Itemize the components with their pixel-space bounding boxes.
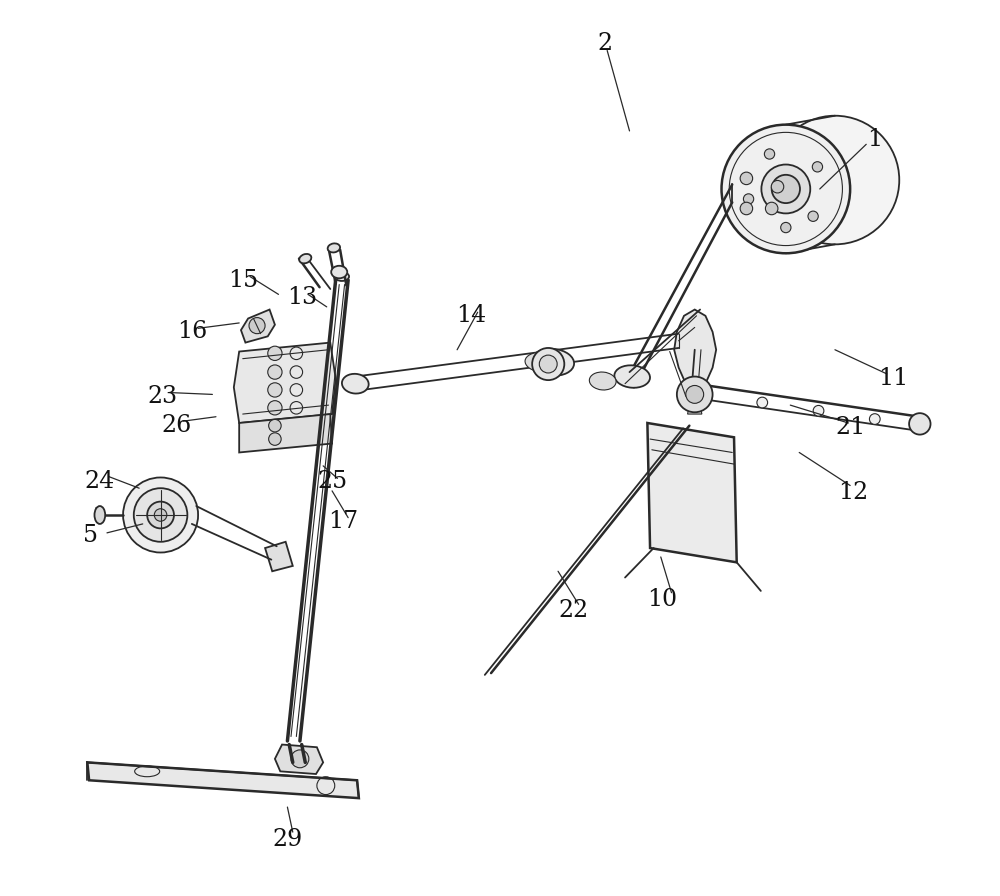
- Text: 14: 14: [456, 305, 487, 327]
- Text: 24: 24: [85, 470, 115, 494]
- Circle shape: [740, 172, 753, 185]
- Polygon shape: [688, 405, 702, 414]
- Circle shape: [761, 165, 810, 213]
- Polygon shape: [275, 745, 323, 774]
- Circle shape: [772, 175, 800, 203]
- Text: 5: 5: [83, 524, 98, 547]
- Polygon shape: [647, 423, 737, 563]
- Circle shape: [771, 180, 784, 193]
- Text: 12: 12: [838, 481, 868, 504]
- Circle shape: [123, 478, 198, 553]
- Ellipse shape: [525, 352, 559, 372]
- Text: 2: 2: [598, 32, 613, 55]
- Polygon shape: [732, 160, 795, 225]
- Ellipse shape: [771, 116, 899, 245]
- Circle shape: [722, 125, 850, 254]
- Text: 15: 15: [229, 269, 259, 291]
- Text: 16: 16: [177, 321, 207, 343]
- Circle shape: [757, 397, 768, 408]
- Polygon shape: [239, 414, 332, 452]
- Circle shape: [268, 383, 282, 397]
- Polygon shape: [241, 309, 275, 342]
- Text: 1: 1: [868, 128, 883, 151]
- Circle shape: [677, 376, 713, 412]
- Circle shape: [147, 502, 174, 529]
- Circle shape: [269, 419, 281, 432]
- Text: 29: 29: [272, 828, 303, 850]
- Ellipse shape: [342, 374, 369, 393]
- Circle shape: [532, 348, 564, 380]
- Circle shape: [249, 317, 265, 333]
- Circle shape: [154, 509, 167, 521]
- Text: 23: 23: [147, 384, 177, 408]
- Circle shape: [813, 405, 824, 416]
- Circle shape: [539, 355, 557, 373]
- Text: 11: 11: [878, 366, 908, 390]
- Polygon shape: [87, 762, 359, 798]
- Ellipse shape: [614, 366, 650, 388]
- Circle shape: [268, 401, 282, 415]
- Polygon shape: [265, 542, 293, 572]
- Circle shape: [909, 413, 931, 435]
- Circle shape: [869, 414, 880, 425]
- Ellipse shape: [94, 506, 105, 524]
- Ellipse shape: [331, 266, 347, 279]
- Circle shape: [764, 149, 775, 159]
- Circle shape: [269, 433, 281, 445]
- Circle shape: [291, 750, 309, 768]
- Polygon shape: [674, 309, 716, 383]
- Circle shape: [808, 211, 818, 221]
- Ellipse shape: [589, 372, 616, 390]
- Polygon shape: [234, 342, 336, 423]
- Circle shape: [740, 202, 753, 215]
- Text: 21: 21: [835, 416, 865, 439]
- Circle shape: [812, 161, 823, 172]
- Circle shape: [268, 365, 282, 379]
- Text: 25: 25: [317, 470, 347, 494]
- Ellipse shape: [328, 244, 340, 253]
- Text: 26: 26: [162, 414, 192, 437]
- Ellipse shape: [299, 254, 311, 263]
- Ellipse shape: [531, 349, 574, 375]
- Circle shape: [781, 222, 791, 233]
- Text: 22: 22: [558, 599, 588, 622]
- Circle shape: [134, 488, 187, 542]
- Circle shape: [743, 194, 754, 204]
- Circle shape: [268, 346, 282, 360]
- Text: 13: 13: [287, 287, 317, 309]
- Ellipse shape: [335, 272, 349, 281]
- Circle shape: [686, 385, 704, 403]
- Text: 17: 17: [329, 510, 359, 533]
- Circle shape: [765, 202, 778, 215]
- Text: 10: 10: [648, 589, 678, 611]
